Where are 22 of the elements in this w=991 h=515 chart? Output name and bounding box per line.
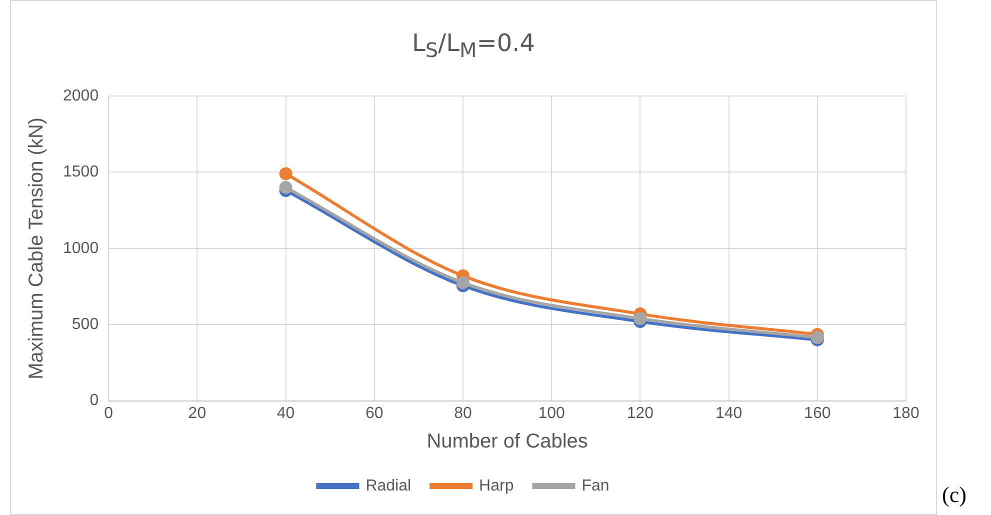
text: (c) — [942, 482, 966, 508]
y-tick-label: 1000 — [63, 240, 99, 257]
y-tick-label: 1500 — [63, 164, 99, 181]
x-tick-label: 180 — [892, 404, 920, 422]
x-tick-label: 80 — [454, 404, 472, 422]
y-tick-label: 2000 — [63, 87, 99, 104]
x-tick-label: 0 — [104, 404, 114, 422]
legend-label: Radial — [366, 477, 412, 494]
chart-title: L$_{S}$/L$_{M}$=0.4 — [410, 29, 536, 62]
legend-label: Harp — [479, 477, 514, 494]
x-axis-title: Number of Cables — [426, 430, 588, 453]
x-tick-label: 160 — [804, 404, 831, 422]
y-tick-label: 500 — [72, 316, 99, 334]
legend-label: Fan — [582, 477, 610, 494]
x-tick-label: 60 — [365, 404, 384, 422]
x-tick-label: 20 — [188, 404, 206, 422]
x-tick-label: 100 — [538, 404, 566, 422]
x-tick-label: 120 — [626, 404, 654, 422]
x-tick-label: 40 — [276, 404, 295, 422]
x-tick-label: 140 — [715, 404, 742, 422]
y-tick-label: 0 — [90, 392, 99, 410]
y-axis-title: Maximum Cable Tension (kN) — [26, 117, 48, 380]
